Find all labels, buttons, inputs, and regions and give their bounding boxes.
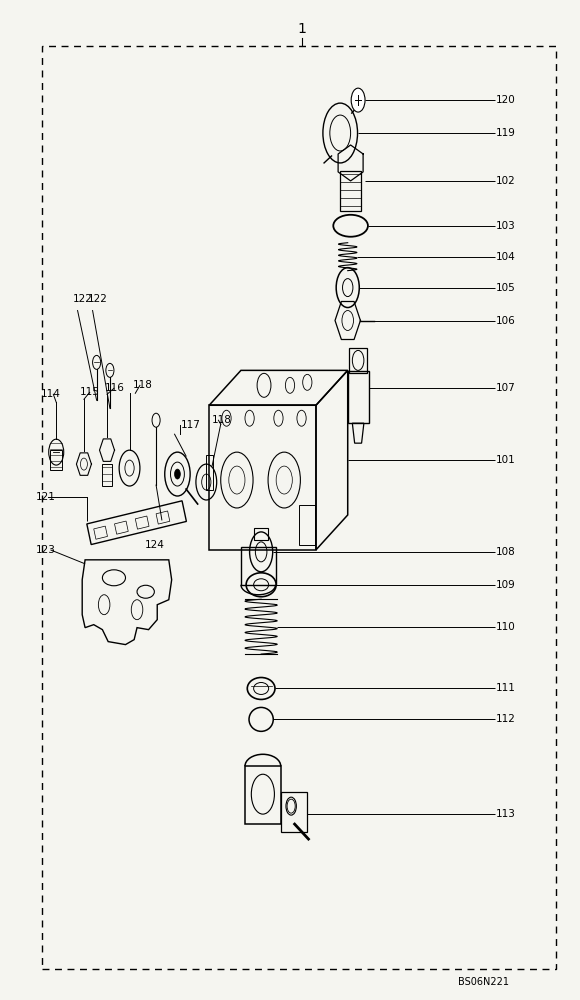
Bar — [206, 455, 213, 490]
Text: 102: 102 — [496, 176, 516, 186]
Text: 113: 113 — [496, 809, 516, 819]
Text: 120: 120 — [496, 95, 516, 105]
Circle shape — [175, 469, 180, 479]
Text: 124: 124 — [144, 540, 164, 550]
Text: 105: 105 — [496, 283, 516, 293]
Bar — [245, 766, 281, 824]
Bar — [299, 505, 315, 545]
Text: 104: 104 — [496, 252, 516, 262]
Bar — [42, 46, 556, 969]
Text: 119: 119 — [496, 128, 516, 138]
Bar — [241, 547, 276, 585]
Text: 115: 115 — [79, 387, 99, 397]
Text: 101: 101 — [496, 455, 516, 465]
Text: 123: 123 — [36, 545, 56, 555]
Text: 108: 108 — [496, 547, 516, 557]
Text: 122: 122 — [88, 294, 108, 304]
Text: BS06N221: BS06N221 — [458, 977, 509, 987]
Text: 106: 106 — [496, 316, 516, 326]
Text: 110: 110 — [496, 622, 516, 632]
Bar — [281, 792, 307, 832]
Bar — [340, 171, 361, 211]
Text: 116: 116 — [106, 383, 125, 393]
Text: 107: 107 — [496, 383, 516, 393]
Bar — [254, 528, 268, 540]
Text: 103: 103 — [496, 221, 516, 231]
Text: 1: 1 — [297, 22, 306, 36]
Text: 109: 109 — [496, 580, 516, 590]
Text: 121: 121 — [36, 492, 56, 502]
Text: 114: 114 — [41, 389, 61, 399]
Text: 112: 112 — [496, 714, 516, 724]
Text: 118: 118 — [212, 415, 231, 425]
Bar — [103, 464, 111, 486]
Bar — [350, 348, 367, 373]
Text: 117: 117 — [180, 420, 200, 430]
Circle shape — [351, 88, 365, 112]
Bar — [348, 371, 368, 423]
Text: 118: 118 — [133, 380, 153, 390]
Text: 111: 111 — [496, 683, 516, 693]
Text: 122: 122 — [73, 294, 93, 304]
Bar — [50, 450, 62, 470]
